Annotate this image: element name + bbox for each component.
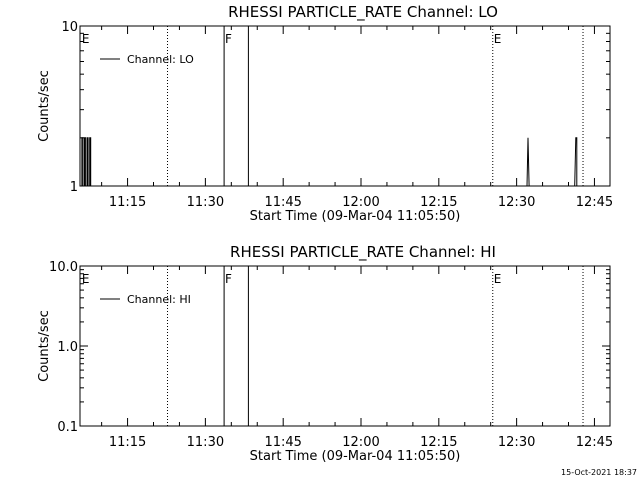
- y-axis-label: Counts/sec: [37, 70, 52, 142]
- x-tick-label: 12:45: [576, 435, 613, 450]
- y-axis-label: Counts/sec: [37, 310, 52, 382]
- x-tick-label: 11:30: [187, 195, 224, 210]
- flag-label: E: [494, 272, 502, 286]
- plot-frame: [79, 265, 611, 427]
- x-tick-label: 12:00: [342, 435, 379, 450]
- x-tick-label: 11:30: [187, 435, 224, 450]
- x-tick-label: 11:45: [264, 195, 301, 210]
- flag-label: E: [494, 32, 502, 46]
- flag-label: E: [82, 272, 90, 286]
- chart-panel-lo: RHESSI PARTICLE_RATE Channel: LO 11:15 11:…: [37, 3, 613, 224]
- generated-timestamp: 15-Oct-2021 18:37: [561, 468, 637, 477]
- flag-label: E: [82, 32, 90, 46]
- x-tick-label: 12:30: [498, 195, 535, 210]
- x-tick-label: 11:15: [109, 195, 146, 210]
- y-tick-label: 1.0: [57, 340, 78, 355]
- y-tick-label: 10.0: [49, 260, 78, 275]
- series-line-lo: [81, 26, 578, 187]
- chart-panel-hi: RHESSI PARTICLE_RATE Channel: HI 11:15 11:…: [37, 243, 613, 464]
- x-tick-label: 12:30: [498, 435, 535, 450]
- x-tick-label: 12:15: [420, 195, 457, 210]
- legend-label: Channel: HI: [127, 293, 191, 306]
- x-axis-label: Start Time (09-Mar-04 11:05:50): [250, 209, 461, 224]
- x-tick-label: 12:15: [420, 435, 457, 450]
- plot-frame: [79, 25, 611, 187]
- chart-title: RHESSI PARTICLE_RATE Channel: LO: [228, 3, 498, 22]
- x-tick-label: 11:15: [109, 435, 146, 450]
- y-tick-label: 1: [70, 180, 78, 195]
- y-tick-label: 10: [61, 20, 78, 35]
- flag-label: F: [225, 272, 232, 286]
- chart-title: RHESSI PARTICLE_RATE Channel: HI: [230, 243, 496, 262]
- legend-label: Channel: LO: [127, 53, 194, 66]
- flag-label: F: [225, 32, 232, 46]
- y-tick-label: 0.1: [57, 420, 78, 435]
- x-tick-label: 11:45: [264, 435, 301, 450]
- x-tick-label: 12:00: [342, 195, 379, 210]
- x-tick-label: 12:45: [576, 195, 613, 210]
- series-line-hi: [223, 266, 249, 427]
- x-axis-label: Start Time (09-Mar-04 11:05:50): [250, 449, 461, 464]
